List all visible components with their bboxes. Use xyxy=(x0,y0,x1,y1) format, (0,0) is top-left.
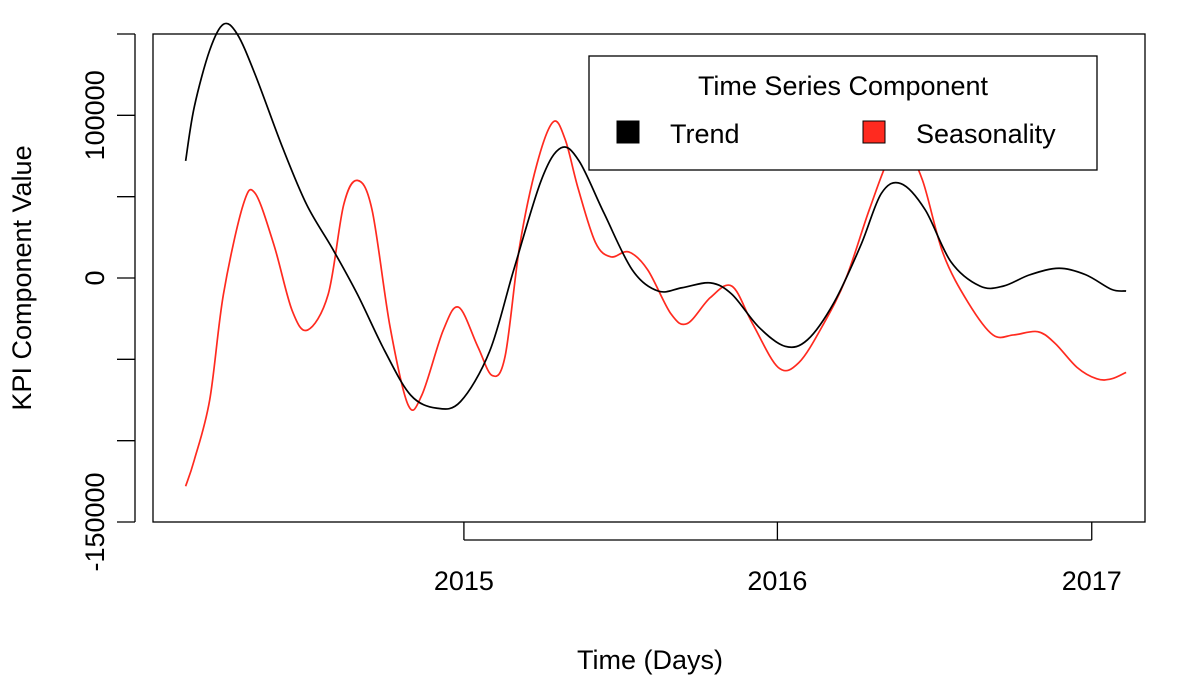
series-line-seasonality xyxy=(184,120,1127,487)
y-tick-label: -150000 xyxy=(80,472,110,571)
x-axis: 2015 2016 2017 xyxy=(434,522,1122,596)
legend-title: Time Series Component xyxy=(698,71,989,101)
legend-swatch-seasonality xyxy=(862,120,886,144)
legend-label-seasonality: Seasonality xyxy=(916,119,1056,149)
y-tick-label: 100000 xyxy=(80,70,110,160)
y-tick-label: 0 xyxy=(80,270,110,285)
x-tick-label: 2015 xyxy=(434,566,494,596)
y-axis: -150000 0 100000 xyxy=(80,33,136,572)
legend: Time Series Component Trend Seasonality xyxy=(588,55,1098,171)
legend-box xyxy=(588,55,1098,171)
legend-label-trend: Trend xyxy=(670,119,740,149)
x-tick-label: 2017 xyxy=(1062,566,1122,596)
series-line-trend xyxy=(184,22,1127,410)
legend-swatch-trend xyxy=(616,120,640,144)
y-axis-title: KPI Component Value xyxy=(7,145,37,410)
series-layer xyxy=(184,22,1127,487)
plot-area-frame xyxy=(152,33,1146,523)
x-axis-title: Time (Days) xyxy=(577,645,723,675)
x-tick-label: 2016 xyxy=(747,566,807,596)
